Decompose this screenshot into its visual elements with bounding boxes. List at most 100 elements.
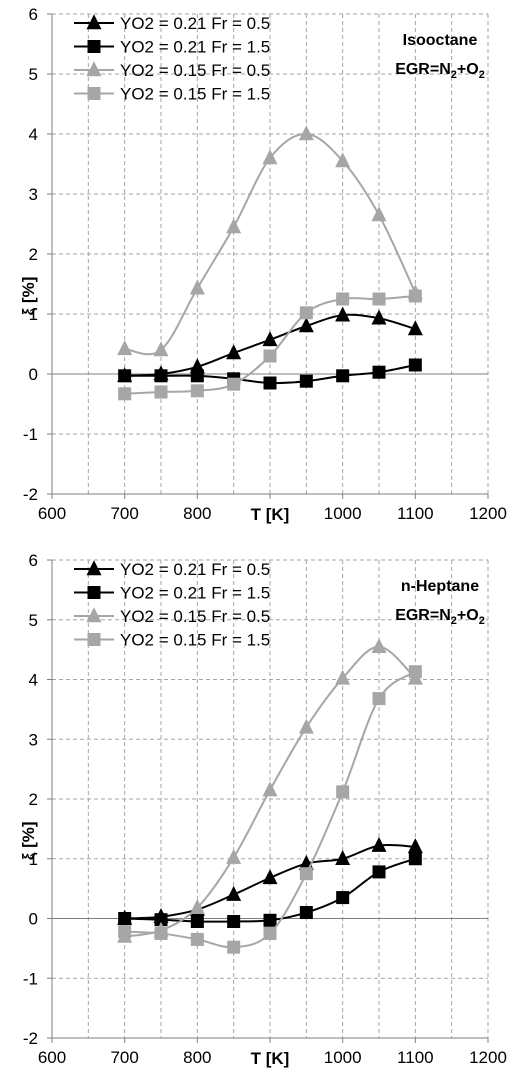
data-point <box>371 309 387 325</box>
y-tick-label: 4 <box>29 671 38 690</box>
data-point <box>372 292 386 306</box>
legend-marker <box>86 607 102 623</box>
data-point <box>118 387 132 401</box>
data-point <box>299 906 313 920</box>
data-point <box>263 349 277 363</box>
legend-marker <box>87 87 101 100</box>
x-axis-label: T [K] <box>251 1049 290 1068</box>
data-point <box>299 374 313 388</box>
y-tick-label: 0 <box>29 365 38 384</box>
y-tick-label: 4 <box>29 125 38 144</box>
data-point <box>227 914 241 928</box>
data-point <box>227 940 241 954</box>
fuel-annotation: Isooctane <box>403 32 478 49</box>
y-tick-label: 2 <box>29 790 38 809</box>
legend-label: YO2 = 0.15 Fr = 1.5 <box>120 631 270 650</box>
x-tick-label: 1000 <box>324 1048 362 1067</box>
y-tick-label: 5 <box>29 65 38 84</box>
y-tick-label: -2 <box>23 1029 38 1048</box>
data-point <box>118 369 132 383</box>
x-tick-label: 800 <box>183 1048 211 1067</box>
y-axis-label: ξ [%] <box>19 277 38 316</box>
data-point <box>117 340 133 356</box>
y-tick-label: 1 <box>29 850 38 869</box>
y-tick-label: 0 <box>29 910 38 929</box>
y-tick-label: -1 <box>23 969 38 988</box>
data-point <box>153 341 169 357</box>
data-point <box>118 925 132 939</box>
data-point <box>335 152 351 168</box>
legend-label: YO2 = 0.15 Fr = 0.5 <box>120 607 270 626</box>
data-point <box>371 206 387 222</box>
data-point <box>372 692 386 706</box>
y-tick-label: 1 <box>29 305 38 324</box>
data-point <box>371 836 387 852</box>
data-point <box>154 913 168 927</box>
data-point <box>298 317 314 333</box>
chart-panel-n-heptane: -2 -1 0 1 2 3 4 5 6 600 700 800 1000 1100 1200 T [K] ξ [… <box>19 551 507 1068</box>
y-tick-label: -2 <box>23 485 38 504</box>
x-tick-label: 800 <box>183 504 211 523</box>
x-tick-label: 700 <box>110 1048 138 1067</box>
data-point <box>336 891 350 905</box>
legend-label: YO2 = 0.15 Fr = 1.5 <box>120 85 270 104</box>
data-point <box>190 932 204 946</box>
data-point <box>262 781 278 797</box>
egr-annotation: EGR=N2+O2 <box>395 607 485 627</box>
x-tick-label: 1200 <box>469 1048 507 1067</box>
data-point <box>154 369 168 383</box>
y-tick-label: 6 <box>29 551 38 570</box>
x-axis-label: T [K] <box>251 505 290 524</box>
legend-label: YO2 = 0.15 Fr = 0.5 <box>120 61 270 80</box>
series-line <box>124 670 416 949</box>
data-point <box>371 637 387 653</box>
data-point <box>226 218 242 234</box>
data-point <box>408 665 422 679</box>
data-point <box>154 385 168 399</box>
x-tick-label: 1100 <box>397 1048 434 1067</box>
legend-marker <box>86 14 102 30</box>
legend-marker <box>87 633 101 646</box>
x-tick-label: 600 <box>38 504 66 523</box>
data-point <box>298 718 314 734</box>
legend-marker <box>87 586 101 599</box>
data-point <box>372 865 386 879</box>
data-point <box>298 125 314 141</box>
data-point <box>407 320 423 336</box>
x-tick-label: 600 <box>38 1048 66 1067</box>
y-tick-label: 5 <box>29 611 38 630</box>
y-tick-label: 3 <box>29 730 38 749</box>
data-point <box>335 669 351 685</box>
data-point <box>226 848 242 864</box>
legend-label: YO2 = 0.21 Fr = 0.5 <box>120 14 270 33</box>
data-point <box>262 869 278 885</box>
x-tick-label: 1200 <box>469 504 507 523</box>
data-point <box>299 306 313 320</box>
data-point <box>118 912 132 925</box>
data-point <box>336 292 350 306</box>
data-point <box>262 149 278 165</box>
legend-marker <box>87 40 101 53</box>
data-point <box>154 926 168 940</box>
data-point <box>189 899 205 915</box>
egr-annotation: EGR=N2+O2 <box>395 61 485 81</box>
data-point <box>407 838 423 854</box>
x-tick-label: 1100 <box>397 504 434 523</box>
y-tick-label: 3 <box>29 185 38 204</box>
y-tick-label: 2 <box>29 245 38 264</box>
fuel-annotation: n-Heptane <box>401 578 479 595</box>
x-tick-label: 700 <box>110 504 138 523</box>
chart-panel-isooctane: -2 -1 0 1 2 3 4 5 6 600 700 800 1000 1100 1200 T [K] ξ [… <box>19 5 507 524</box>
data-point <box>227 377 241 391</box>
data-point <box>190 914 204 928</box>
data-point <box>372 365 386 379</box>
data-point <box>263 913 277 927</box>
data-point <box>226 344 242 360</box>
data-point <box>263 376 277 390</box>
y-tick-label: 6 <box>29 5 38 24</box>
series-line <box>124 132 417 356</box>
data-point <box>226 885 242 901</box>
x-tick-label: 1000 <box>324 504 362 523</box>
data-point <box>336 369 350 383</box>
